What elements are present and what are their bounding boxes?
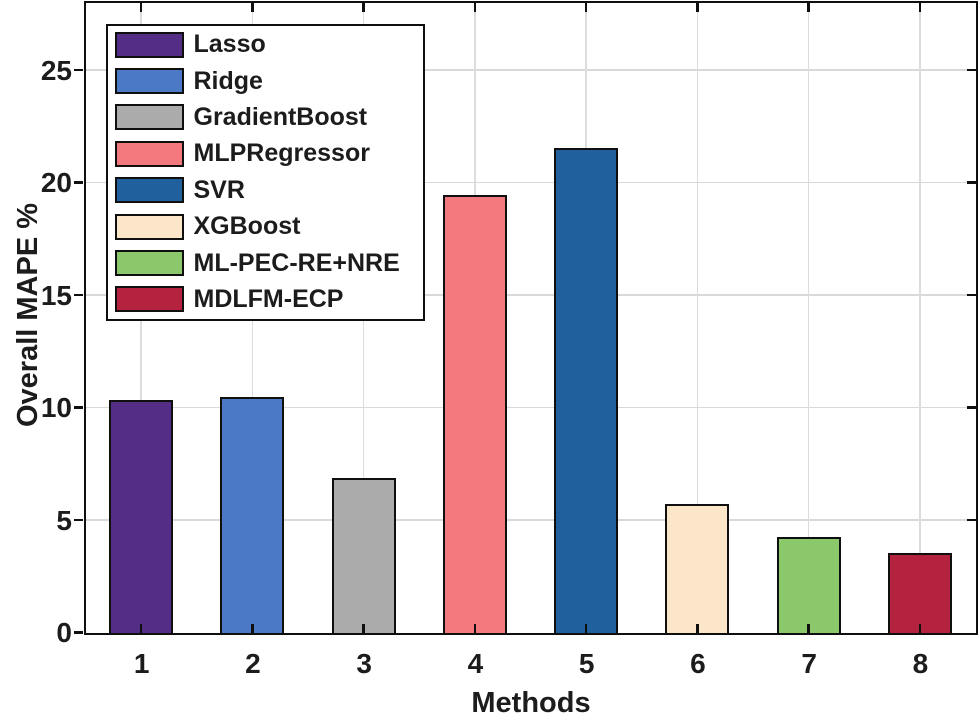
bar-method-2 <box>220 397 285 633</box>
vertical-gridline <box>696 2 699 633</box>
legend-item: XGBoost <box>108 208 423 244</box>
legend-item: Lasso <box>108 27 423 63</box>
y-axis-tick <box>74 518 83 522</box>
bar-method-5 <box>554 147 619 633</box>
y-tick-label: 15 <box>40 279 72 311</box>
x-tick-label: 3 <box>356 648 372 679</box>
legend-label: XGBoost <box>193 212 301 241</box>
legend-item: Ridge <box>108 63 423 99</box>
legend-label: ML-PEC-RE+NRE <box>193 248 400 277</box>
y-axis-tick <box>74 181 83 184</box>
x-axis-tick-mirror <box>807 2 810 12</box>
x-axis-tick <box>807 623 810 633</box>
legend-swatch-icon <box>114 140 184 167</box>
legend-item: MDLFM-ECP <box>108 281 423 317</box>
x-axis-tick <box>362 623 365 633</box>
y-tick-label: 10 <box>40 392 72 423</box>
legend-swatch-icon <box>114 31 184 58</box>
y-tick-label: 5 <box>56 504 72 536</box>
legend-item: ML-PEC-RE+NRE <box>108 245 423 281</box>
bar-method-3 <box>331 478 396 633</box>
x-axis-tick <box>473 623 477 633</box>
x-tick-label: 6 <box>690 648 706 679</box>
horizontal-gridline <box>85 181 976 184</box>
x-tick-label: 2 <box>245 648 261 679</box>
legend-swatch-icon <box>114 213 184 240</box>
x-tick-label: 8 <box>912 648 929 679</box>
legend-item: SVR <box>108 172 423 208</box>
y-axis-tick-mirror <box>966 518 976 522</box>
vertical-gridline <box>919 2 921 633</box>
legend-swatch-icon <box>114 250 184 277</box>
x-axis-tick <box>918 623 922 633</box>
y-tick-label: 25 <box>40 54 72 86</box>
plot-area: Lasso Ridge GradientBoost MLPRegressor SVR XG… <box>74 0 978 635</box>
bar-method-1 <box>109 399 174 633</box>
x-tick-label: 4 <box>467 648 484 679</box>
x-tick-label: 1 <box>133 648 150 679</box>
legend-label: Lasso <box>193 30 266 59</box>
legend-swatch-icon <box>114 104 184 131</box>
x-axis-tick-mirror <box>584 2 588 12</box>
x-axis-tick <box>139 623 143 633</box>
legend-swatch-icon <box>114 177 184 204</box>
vertical-gridline <box>807 2 810 633</box>
y-axis-tick-mirror <box>966 293 976 297</box>
y-axis-tick-mirror <box>966 181 976 184</box>
horizontal-gridline <box>85 519 976 521</box>
x-axis-tick-mirror <box>696 2 699 12</box>
x-axis-tick <box>696 623 699 633</box>
x-axis-tick-mirror <box>251 2 254 12</box>
bar-method-8 <box>887 552 952 633</box>
y-axis-tick <box>74 631 83 634</box>
y-axis-tick-mirror <box>966 68 976 72</box>
y-tick-label: 20 <box>40 167 72 198</box>
y-tick-label: 0 <box>56 617 72 648</box>
x-tick-label: 5 <box>578 648 595 679</box>
legend-label: GradientBoost <box>193 102 368 131</box>
legend-item: MLPRegressor <box>108 136 423 172</box>
y-axis-tick-mirror <box>966 406 976 409</box>
x-axis-tick-mirror <box>362 2 365 12</box>
legend-label: MDLFM-ECP <box>193 284 344 313</box>
x-tick-label: 7 <box>801 648 817 679</box>
legend-swatch-icon <box>114 286 184 313</box>
horizontal-gridline <box>85 294 976 296</box>
legend-label: Ridge <box>193 66 263 95</box>
bar-method-7 <box>776 536 841 633</box>
horizontal-gridline <box>85 406 976 409</box>
legend-label: MLPRegressor <box>193 139 370 168</box>
legend-item: GradientBoost <box>108 99 423 135</box>
x-axis-label: Methods <box>471 687 591 719</box>
x-axis-tick-mirror <box>139 2 143 12</box>
y-axis-tick <box>74 68 83 72</box>
x-axis-tick-mirror <box>918 2 922 12</box>
x-axis-tick <box>584 623 588 633</box>
legend-swatch-icon <box>114 68 184 95</box>
y-axis-tick <box>74 406 83 409</box>
bar-method-4 <box>442 194 507 633</box>
y-axis-tick <box>74 293 83 297</box>
horizontal-gridline <box>85 69 976 71</box>
legend: Lasso Ridge GradientBoost MLPRegressor SVR XG… <box>105 23 425 321</box>
x-axis-tick-mirror <box>473 2 477 12</box>
x-axis-tick <box>251 623 254 633</box>
legend-label: SVR <box>193 175 245 204</box>
bar-method-6 <box>665 504 730 633</box>
